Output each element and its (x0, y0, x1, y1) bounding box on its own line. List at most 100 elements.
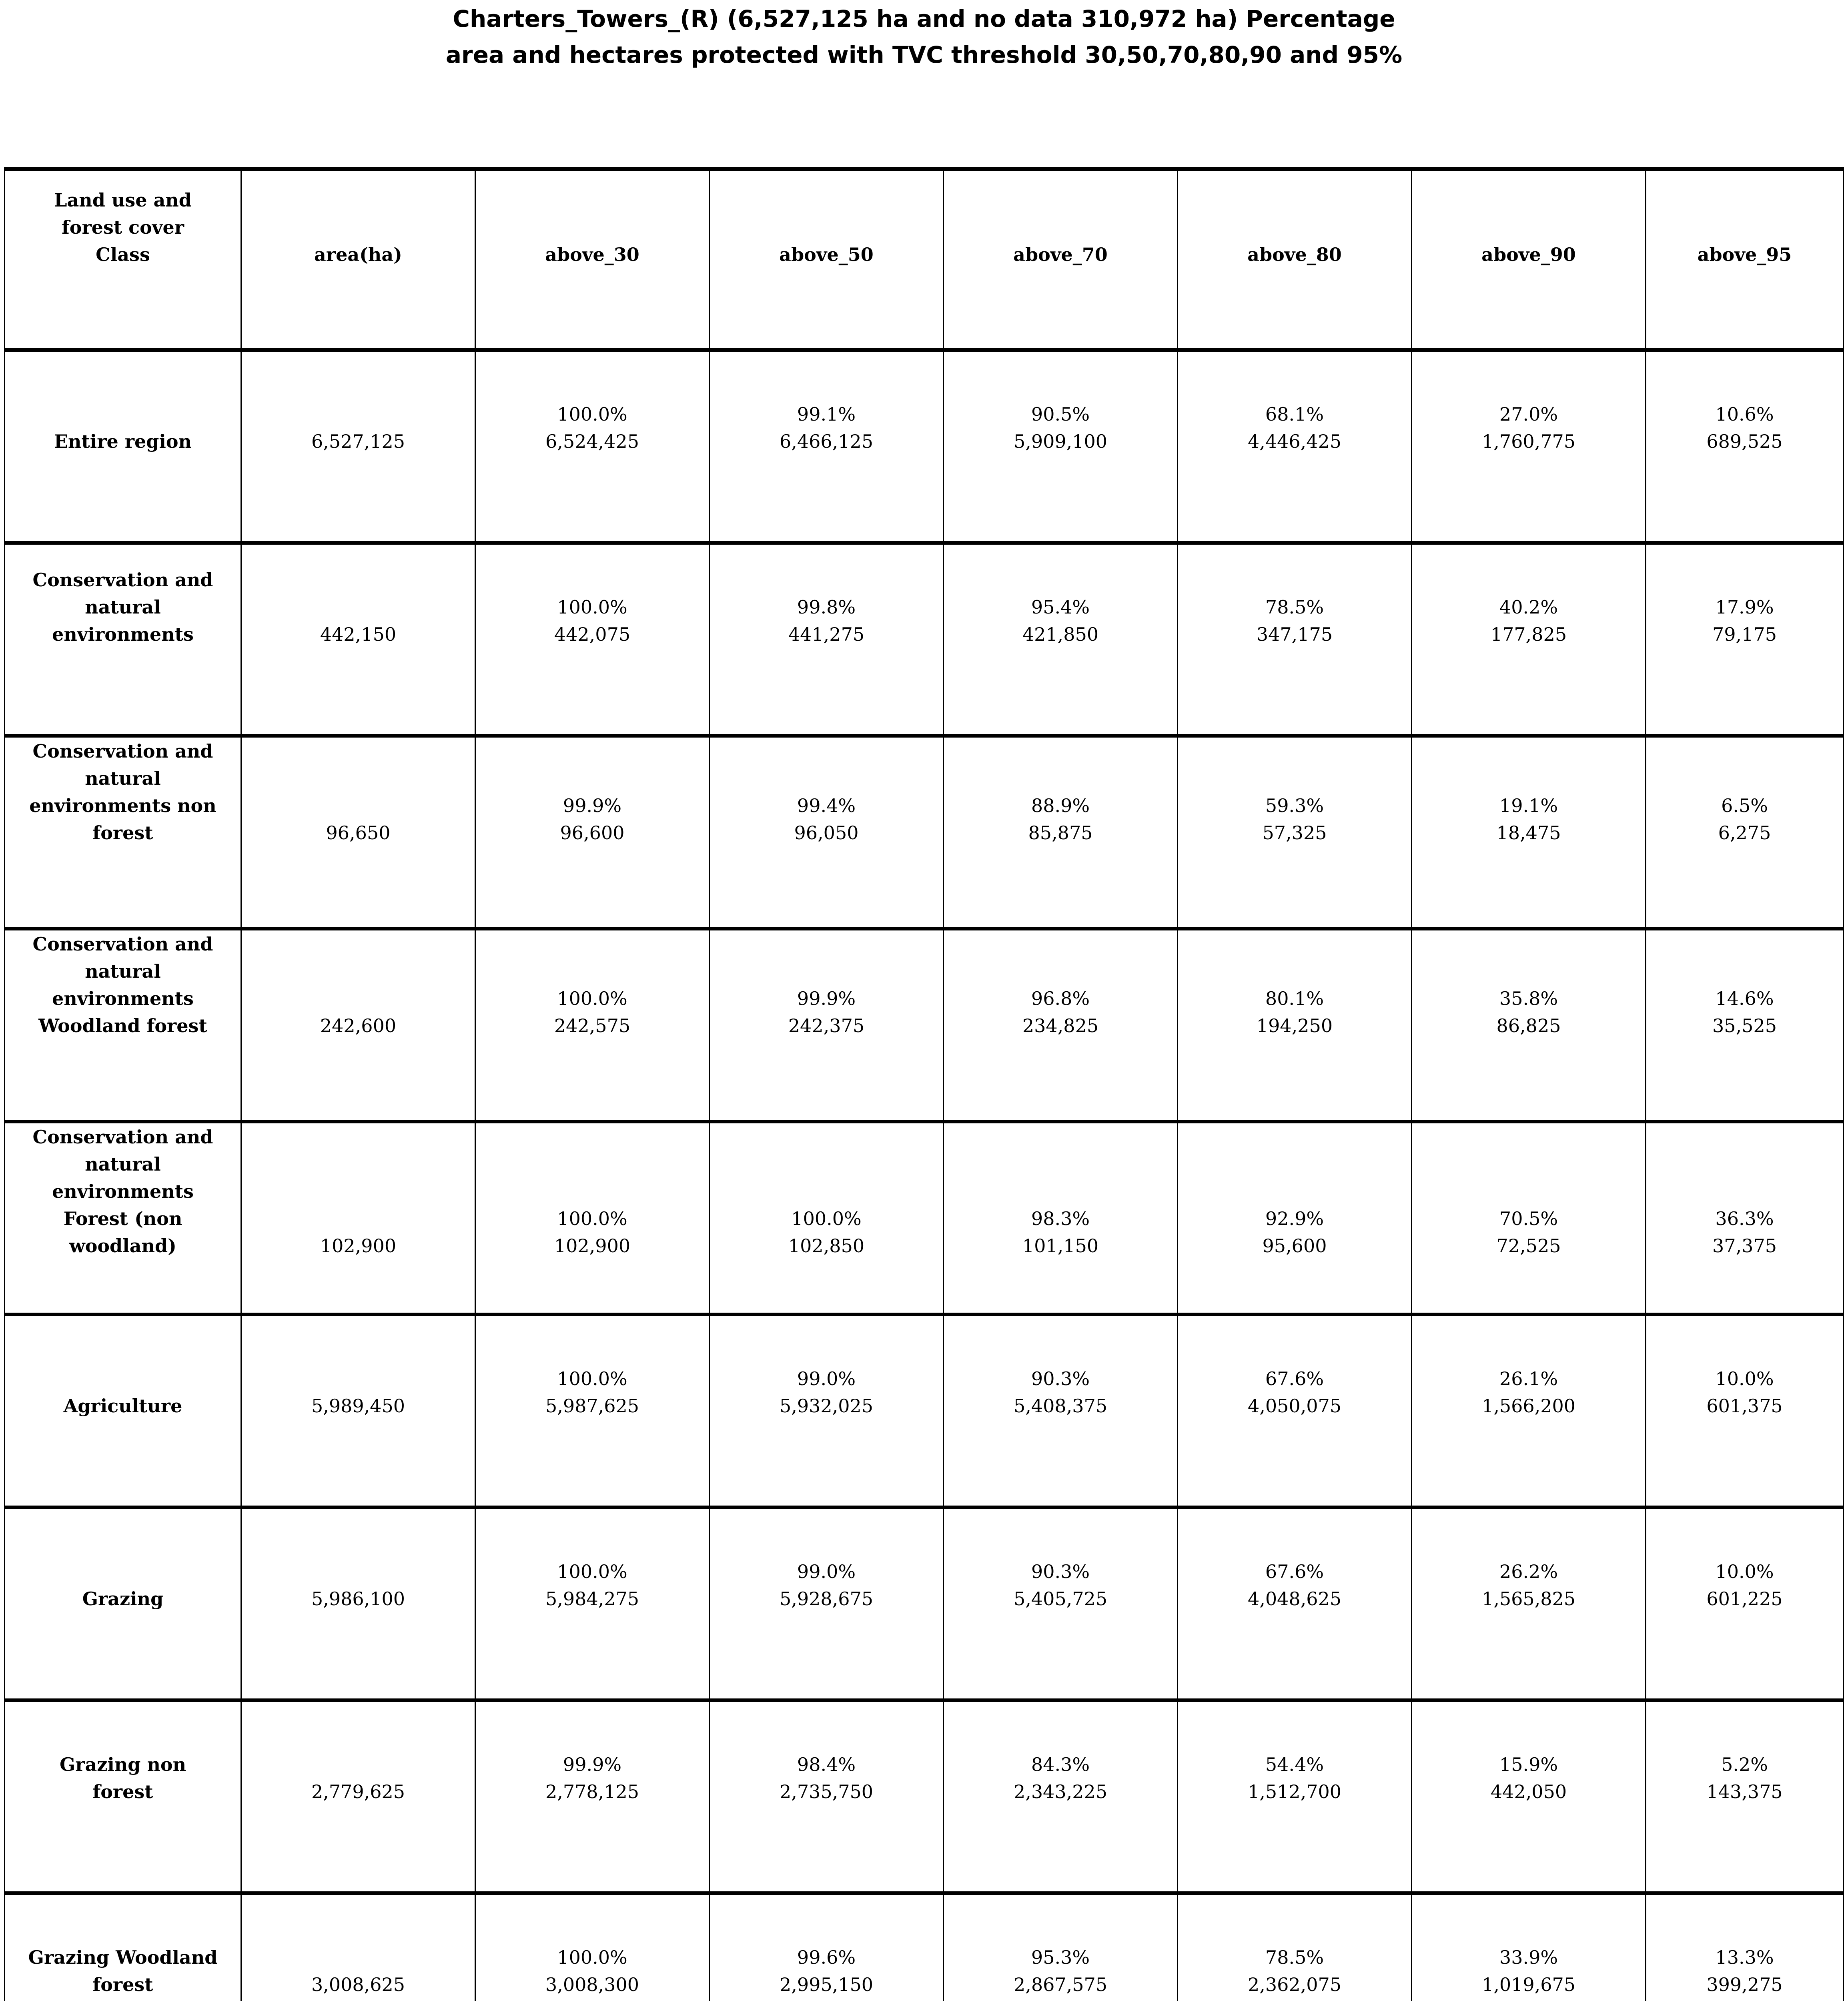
ha-value: 6,275 (1718, 822, 1771, 844)
ha-value: 5,984,275 (545, 1588, 639, 1610)
ha-value: 79,175 (1712, 624, 1777, 645)
ha-value: 86,825 (1496, 1015, 1561, 1037)
ha-value: 1,019,675 (1481, 1974, 1576, 1995)
ha-value: 96,050 (794, 822, 859, 844)
page-title-line2: area and hectares protected with TVC thr… (445, 41, 1403, 68)
ha-value: 399,275 (1706, 1974, 1783, 1995)
cell-above50: 99.9% 242,375 (709, 930, 943, 1125)
cell-class: Grazing Woodland forest (5, 1895, 241, 2001)
ha-value: 2,867,575 (1013, 1974, 1108, 1995)
cell-above95: 10.6% 689,525 (1645, 352, 1843, 541)
cell-area: 442,150 (241, 545, 475, 734)
cell-above95: 17.9% 79,175 (1645, 545, 1843, 734)
pct-value: 17.9% (1715, 596, 1774, 618)
pct-value: 80.1% (1265, 988, 1324, 1009)
pct-value: 99.9% (563, 1754, 622, 1775)
header-cell-above70: above_70 (943, 171, 1177, 348)
col-header-above80: above_80 (1247, 244, 1342, 265)
row-label: Entire region (54, 431, 192, 452)
ha-value: 2,778,125 (545, 1781, 639, 1803)
pct-value: 90.3% (1031, 1561, 1090, 1582)
ha-value: 2,362,075 (1247, 1974, 1342, 1995)
col-header-above70: above_70 (1013, 244, 1108, 265)
cell-above90: 19.1% 18,475 (1411, 738, 1645, 932)
pct-value: 90.5% (1031, 403, 1090, 425)
ha-value: 143,375 (1706, 1781, 1783, 1803)
pct-value: 33.9% (1499, 1947, 1558, 1968)
table-row: Conservation and natural environments no… (5, 738, 1843, 932)
ha-value: 601,375 (1706, 1395, 1783, 1417)
cell-area: 5,989,450 (241, 1316, 475, 1506)
cell-above30: 99.9% 96,600 (475, 738, 709, 932)
header-cell-above50: above_50 (709, 171, 943, 348)
ha-value: 6,466,125 (779, 431, 874, 452)
pct-value: 90.3% (1031, 1368, 1090, 1389)
cell-area: 2,779,625 (241, 1702, 475, 1891)
pct-value: 98.4% (797, 1754, 856, 1775)
cell-class: Conservation and natural environments Wo… (5, 930, 241, 1125)
cell-above50: 99.1% 6,466,125 (709, 352, 943, 541)
ha-value: 3,008,300 (545, 1974, 639, 1995)
pct-value: 99.1% (797, 403, 856, 425)
ha-value: 4,050,075 (1247, 1395, 1342, 1417)
pct-value: 99.4% (797, 795, 856, 816)
pct-value: 95.4% (1031, 596, 1090, 618)
ha-value: 5,909,100 (1013, 431, 1108, 452)
ha-value: 5,987,625 (545, 1395, 639, 1417)
ha-value: 37,375 (1712, 1235, 1777, 1257)
pct-value: 92.9% (1265, 1208, 1324, 1229)
cell-class: Conservation and natural environments no… (5, 738, 241, 932)
ha-value: 234,825 (1022, 1015, 1099, 1037)
table-row: Conservation and natural environments Wo… (5, 930, 1843, 1125)
area-value: 5,986,100 (311, 1588, 405, 1610)
header-cell-class: Land use and forest cover Class (5, 171, 241, 348)
pct-value: 67.6% (1265, 1561, 1324, 1582)
pct-value: 26.2% (1499, 1561, 1558, 1582)
area-value: 102,900 (320, 1235, 397, 1257)
ha-value: 85,875 (1028, 822, 1093, 844)
cell-above80: 59.3% 57,325 (1177, 738, 1411, 932)
ha-value: 1,760,775 (1481, 431, 1576, 452)
cell-above95: 6.5% 6,275 (1645, 738, 1843, 932)
row-label: Grazing non forest (59, 1754, 186, 1803)
pct-value: 100.0% (557, 1947, 627, 1968)
cell-above95: 5.2% 143,375 (1645, 1702, 1843, 1891)
pct-value: 13.3% (1715, 1947, 1774, 1968)
area-value: 5,989,450 (311, 1395, 405, 1417)
area-value: 442,150 (320, 624, 397, 645)
cell-above95: 13.3% 399,275 (1645, 1895, 1843, 2001)
pct-value: 100.0% (557, 1561, 627, 1582)
pct-value: 96.8% (1031, 988, 1090, 1009)
ha-value: 242,575 (554, 1015, 631, 1037)
cell-class: Conservation and natural environments (5, 545, 241, 734)
pct-value: 68.1% (1265, 403, 1324, 425)
ha-value: 2,343,225 (1013, 1781, 1108, 1803)
cell-above50: 98.4% 2,735,750 (709, 1702, 943, 1891)
pct-value: 36.3% (1715, 1208, 1774, 1229)
cell-above30: 100.0% 5,987,625 (475, 1316, 709, 1506)
pct-value: 15.9% (1499, 1754, 1558, 1775)
ha-value: 5,928,675 (779, 1588, 874, 1610)
cell-area: 3,008,625 (241, 1895, 475, 2001)
cell-above30: 100.0% 242,575 (475, 930, 709, 1125)
pct-value: 10.0% (1715, 1561, 1774, 1582)
pct-value: 100.0% (791, 1208, 862, 1229)
pct-value: 99.9% (563, 795, 622, 816)
cell-above95: 36.3% 37,375 (1645, 1123, 1843, 1345)
pct-value: 84.3% (1031, 1754, 1090, 1775)
pct-value: 100.0% (557, 1208, 627, 1229)
ha-value: 1,565,825 (1481, 1588, 1576, 1610)
pct-value: 26.1% (1499, 1368, 1558, 1389)
header-cell-above30: above_30 (475, 171, 709, 348)
ha-value: 689,525 (1706, 431, 1783, 452)
col-header-area: area(ha) (314, 244, 402, 265)
page-title: Charters_Towers_(R) (6,527,125 ha and no… (0, 1, 1848, 73)
pct-value: 99.9% (797, 988, 856, 1009)
cell-above80: 78.5% 2,362,075 (1177, 1895, 1411, 2001)
page-title-line1: Charters_Towers_(R) (6,527,125 ha and no… (453, 5, 1395, 32)
cell-area: 6,527,125 (241, 352, 475, 541)
cell-above80: 80.1% 194,250 (1177, 930, 1411, 1125)
cell-above30: 100.0% 6,524,425 (475, 352, 709, 541)
pct-value: 95.3% (1031, 1947, 1090, 1968)
cell-area: 242,600 (241, 930, 475, 1125)
